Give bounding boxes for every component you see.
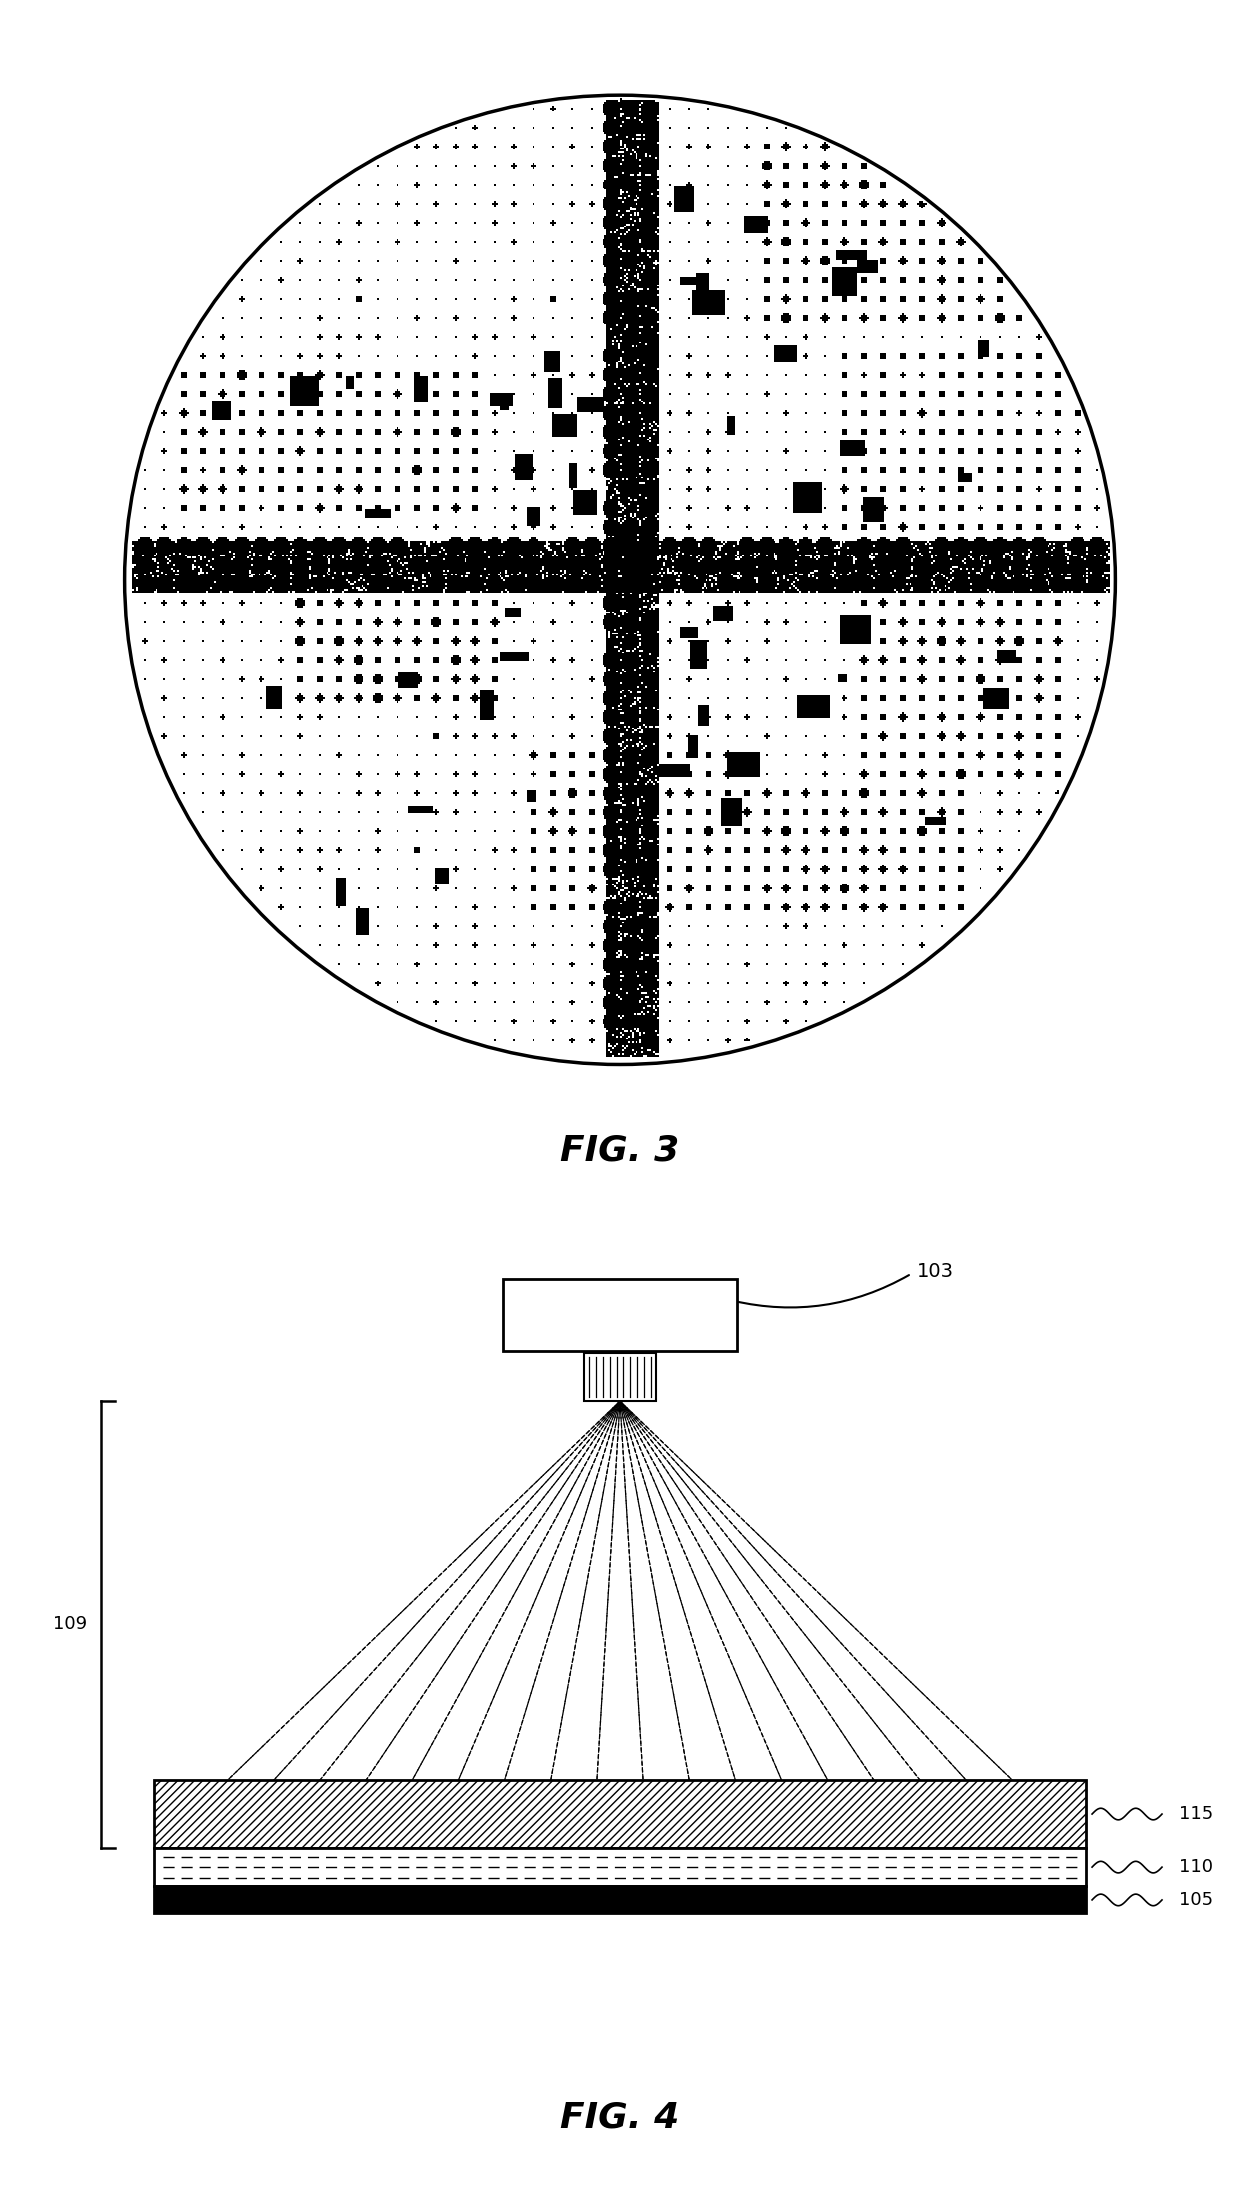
Text: 105: 105 — [1179, 1890, 1214, 1908]
Bar — [154, 1781, 1086, 1849]
Bar — [503, 1279, 737, 1351]
Text: 110: 110 — [1179, 1857, 1214, 1877]
Bar — [154, 1849, 1086, 1886]
Text: 103: 103 — [918, 1263, 955, 1281]
Text: 115: 115 — [1179, 1805, 1214, 1822]
Bar — [584, 1353, 656, 1401]
Text: FIG. 4: FIG. 4 — [560, 2101, 680, 2136]
Bar — [154, 1886, 1086, 1914]
Text: FIG. 3: FIG. 3 — [560, 1134, 680, 1167]
Text: 109: 109 — [53, 1616, 87, 1634]
Bar — [154, 1781, 1086, 1849]
